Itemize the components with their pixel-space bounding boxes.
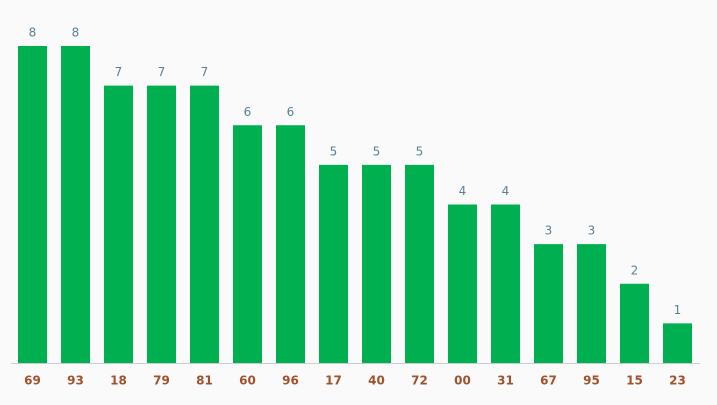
value-label: 6 — [244, 105, 252, 119]
bar — [319, 164, 348, 363]
bar — [190, 85, 219, 363]
value-label: 3 — [545, 224, 553, 238]
bar — [534, 244, 563, 363]
bar — [104, 85, 133, 363]
x-tick-label: 00 — [454, 374, 471, 388]
x-tick-label: 96 — [282, 374, 299, 388]
value-label: 4 — [459, 184, 467, 198]
value-label: 5 — [330, 144, 338, 158]
bar — [233, 125, 262, 363]
value-label: 1 — [674, 303, 682, 317]
x-tick-label: 81 — [196, 374, 213, 388]
x-tick-label: 23 — [669, 374, 686, 388]
value-label: 8 — [72, 26, 80, 40]
bar — [577, 244, 606, 363]
value-label: 4 — [502, 184, 510, 198]
x-tick-label: 15 — [626, 374, 643, 388]
x-tick-label: 17 — [325, 374, 342, 388]
value-label: 7 — [201, 65, 209, 79]
x-tick-label: 95 — [583, 374, 600, 388]
x-tick-label: 93 — [67, 374, 84, 388]
bar — [620, 283, 649, 363]
bar — [663, 323, 692, 363]
x-tick-label: 67 — [540, 374, 557, 388]
x-tick-label: 18 — [110, 374, 127, 388]
bar — [362, 164, 391, 363]
value-label: 5 — [373, 144, 381, 158]
bar — [276, 125, 305, 363]
bar — [147, 85, 176, 363]
value-label: 8 — [29, 26, 37, 40]
x-tick-label: 79 — [153, 374, 170, 388]
x-tick-label: 60 — [239, 374, 256, 388]
value-label: 7 — [158, 65, 166, 79]
value-label: 7 — [115, 65, 123, 79]
bar — [18, 46, 47, 363]
bar — [491, 204, 520, 363]
bar — [405, 164, 434, 363]
x-tick-label: 31 — [497, 374, 514, 388]
x-tick-label: 69 — [24, 374, 41, 388]
value-label: 6 — [287, 105, 295, 119]
bar — [448, 204, 477, 363]
x-tick-label: 72 — [411, 374, 428, 388]
value-label: 5 — [416, 144, 424, 158]
value-label: 2 — [631, 263, 639, 277]
value-label: 3 — [588, 224, 596, 238]
bar — [61, 46, 90, 363]
x-tick-label: 40 — [368, 374, 385, 388]
